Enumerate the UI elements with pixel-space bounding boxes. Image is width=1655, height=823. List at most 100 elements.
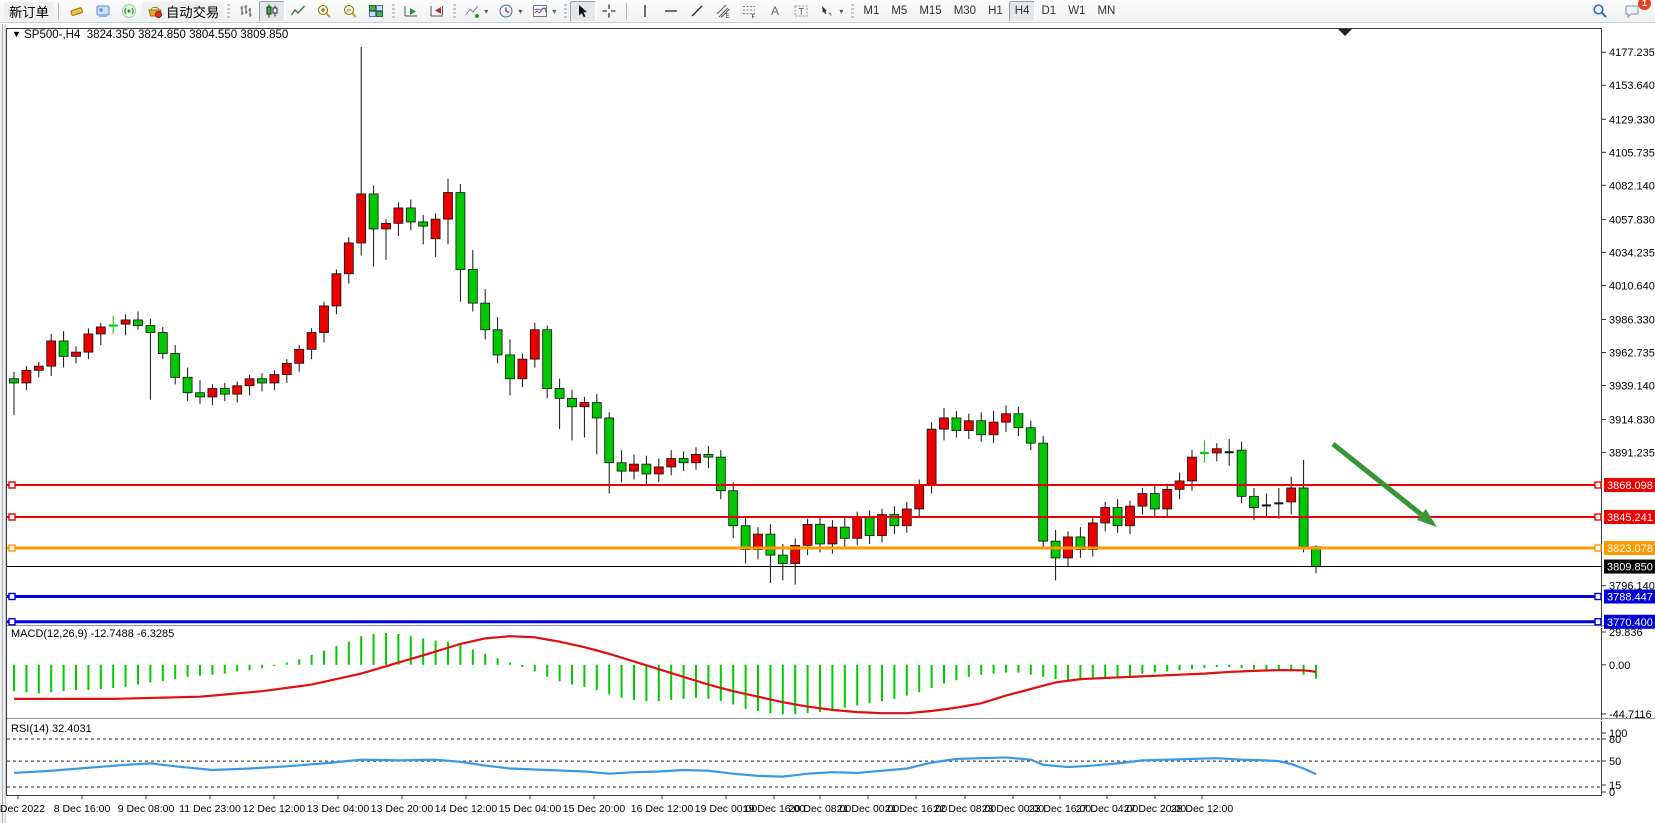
search-button[interactable] (1587, 1, 1613, 22)
rsi-axis-label: 100 (1609, 728, 1627, 740)
toolbar-grip (564, 3, 568, 19)
toolbar-separator (626, 2, 629, 20)
periods-button[interactable]: ▾ (493, 1, 527, 22)
timeframe-button-m5[interactable]: M5 (891, 5, 908, 17)
timeframe-button-m1[interactable]: M1 (863, 5, 880, 17)
price-axis-label: 3914.830 (1609, 415, 1655, 427)
price-tag-label: 3868.098 (1607, 480, 1653, 492)
timeframe-button-mn[interactable]: MN (1097, 5, 1116, 17)
text-button[interactable]: A (762, 1, 788, 22)
profiles-icon[interactable] (90, 1, 116, 22)
candle-body (33, 365, 44, 371)
candle-body (269, 374, 280, 384)
candle-body (579, 402, 590, 408)
candle-body (145, 325, 156, 333)
macd-panel: 29.836 0.00 -44.7116 (13, 627, 1652, 721)
line-handle[interactable] (8, 592, 16, 601)
time-axis-label: 16 Dec 12:00 (631, 803, 694, 815)
line-chart-button[interactable] (285, 1, 311, 22)
price-tag (1604, 478, 1655, 492)
vertical-line-button[interactable] (632, 1, 658, 22)
candle-body (1001, 413, 1011, 423)
candle-body (939, 417, 949, 430)
candle-body (1087, 522, 1098, 550)
horizontal-line-button[interactable] (658, 1, 684, 22)
timeframe-button-d1[interactable]: D1 (1041, 5, 1057, 17)
line-handle[interactable] (1594, 592, 1602, 601)
line-handle[interactable] (8, 618, 16, 626)
timeframe-button-w1[interactable]: W1 (1068, 5, 1086, 17)
candle-body (703, 453, 714, 458)
bar-chart-button[interactable] (233, 1, 259, 22)
tile-windows-button[interactable] (363, 1, 389, 22)
price-tag-label: 3845.241 (1607, 512, 1653, 524)
macd-axis-label: 0.00 (1609, 660, 1630, 672)
candle-body (195, 392, 205, 398)
price-tag-label: 3788.447 (1607, 592, 1653, 604)
fibonacci-button[interactable]: F (736, 1, 762, 22)
price-axis-label: 4010.640 (1609, 280, 1655, 292)
arrows-button[interactable]: ▾ (814, 1, 848, 22)
cursor-button[interactable] (570, 0, 597, 22)
line-handle[interactable] (1594, 544, 1602, 552)
line-handle[interactable] (1594, 481, 1602, 489)
svg-text:T: T (799, 7, 805, 17)
price-axis-label: 3986.330 (1609, 314, 1655, 326)
candle-body (852, 516, 863, 539)
candle-body (1125, 505, 1135, 527)
candle-body (492, 329, 503, 356)
new-order-button[interactable]: 新订单 (4, 1, 54, 21)
signals-icon[interactable] (116, 1, 142, 22)
time-axis-label: 13 Dec 04:00 (307, 803, 370, 815)
trend-arrow[interactable] (1331, 442, 1423, 517)
candle-body (1187, 456, 1197, 482)
candle-body (790, 544, 801, 564)
auto-scroll-button[interactable] (398, 1, 424, 22)
chart-shift-marker[interactable] (1338, 29, 1352, 36)
trend-arrow-head[interactable] (1417, 509, 1437, 527)
chat-badge: 1 (1638, 0, 1651, 10)
price-axis-label: 4105.735 (1609, 147, 1655, 159)
templates-button[interactable]: ▾ (527, 1, 561, 22)
rsi-axis-label: 15 (1609, 780, 1621, 792)
candle-body (666, 458, 677, 468)
line-handle[interactable] (1594, 618, 1602, 626)
svg-text:E: E (726, 14, 730, 19)
timeframe-button-h4[interactable]: H4 (1008, 0, 1036, 22)
time-axis-label: 27 Dec 04:00 (1076, 803, 1139, 815)
candle-body (567, 397, 577, 408)
candle-body (926, 428, 937, 486)
line-handle[interactable] (8, 513, 16, 521)
chevron-down-icon: ▾ (839, 6, 844, 16)
candle-body (219, 388, 230, 395)
candle-body (133, 319, 143, 326)
line-handle[interactable] (1594, 513, 1602, 521)
candle-body (418, 221, 429, 227)
line-handle[interactable] (8, 481, 16, 489)
trendline-button[interactable] (684, 1, 710, 22)
gold-bar-icon[interactable] (64, 1, 90, 22)
candlestick-chart-button[interactable] (259, 0, 286, 22)
chart-shift-button[interactable] (424, 1, 450, 22)
candle-body (988, 421, 999, 436)
line-handle[interactable] (8, 544, 16, 552)
label-button[interactable]: T (788, 1, 814, 22)
crosshair-button[interactable] (596, 1, 622, 22)
zoom-in-button[interactable] (311, 1, 337, 22)
zoom-out-button[interactable] (337, 1, 363, 22)
indicators-button[interactable]: ▾ (459, 1, 493, 22)
candle-body (542, 329, 553, 389)
candle-body (120, 319, 131, 325)
autotrading-button[interactable]: 自动交易 (141, 1, 225, 21)
candle-body (46, 340, 57, 367)
time-axis[interactable]: 8 Dec 2022 8 Dec 16:00 9 Dec 08:00 11 Dec 2… (0, 795, 1233, 815)
chat-button[interactable]: 1 (1619, 0, 1651, 22)
timeframe-button-m15[interactable]: M15 (919, 5, 942, 17)
toolbar-grip (851, 3, 855, 19)
timeframe-button-m30[interactable]: M30 (953, 5, 977, 17)
channel-button[interactable]: E (710, 1, 736, 22)
timeframe-button-h1[interactable]: H1 (988, 5, 1003, 17)
